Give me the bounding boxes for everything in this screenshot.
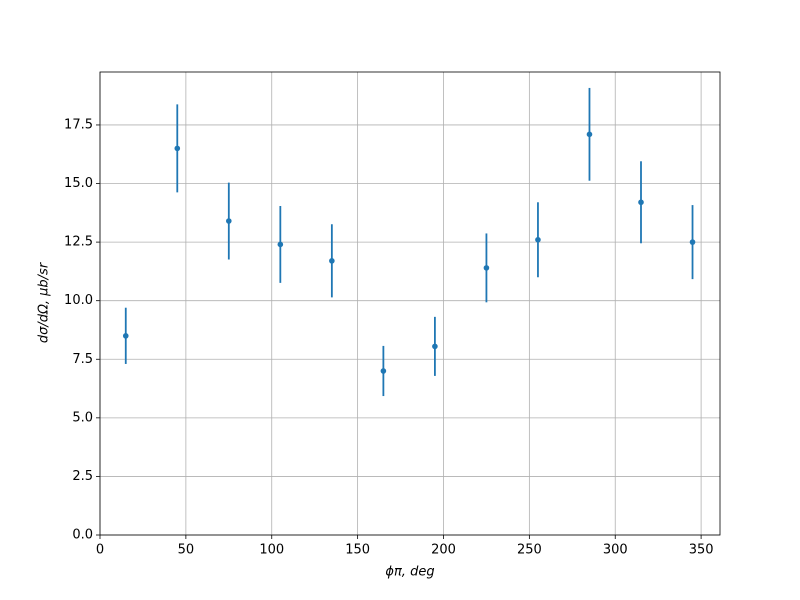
- y-tick-label: 7.5: [72, 352, 93, 367]
- x-axis-label: ϕπ, deg: [385, 565, 434, 580]
- y-tick-label: 17.5: [64, 117, 93, 132]
- plot-frame: [99, 71, 721, 536]
- data-point: [174, 145, 181, 152]
- y-tick-label: 10.0: [64, 293, 93, 308]
- data-point: [122, 333, 129, 339]
- x-tick-label: 150: [345, 543, 370, 558]
- y-tick-label: 2.5: [72, 469, 93, 484]
- y-axis-label: dσ/dΩ, μb/sr: [37, 261, 52, 343]
- data-point: [329, 258, 335, 264]
- data-point: [586, 131, 593, 138]
- x-tick-label: 300: [603, 543, 628, 558]
- data-point: [380, 368, 387, 374]
- data-point: [638, 199, 644, 206]
- x-tick-label: 350: [689, 543, 714, 558]
- data-point: [432, 343, 438, 350]
- y-tick-label: 12.5: [64, 235, 93, 250]
- x-tick-label: 200: [431, 543, 456, 558]
- data-point: [535, 236, 541, 243]
- y-tick-label: 15.0: [64, 176, 93, 191]
- y-tick-label: 0.0: [72, 528, 93, 543]
- data-point: [226, 218, 232, 224]
- data-point: [483, 265, 490, 271]
- x-tick-label: 0: [96, 543, 104, 558]
- x-tick-label: 100: [259, 543, 284, 558]
- data-point: [689, 239, 696, 245]
- x-tick-label: 50: [178, 543, 195, 558]
- data-point: [277, 241, 284, 248]
- x-tick-label: 250: [517, 543, 542, 558]
- y-tick-label: 5.0: [72, 410, 93, 425]
